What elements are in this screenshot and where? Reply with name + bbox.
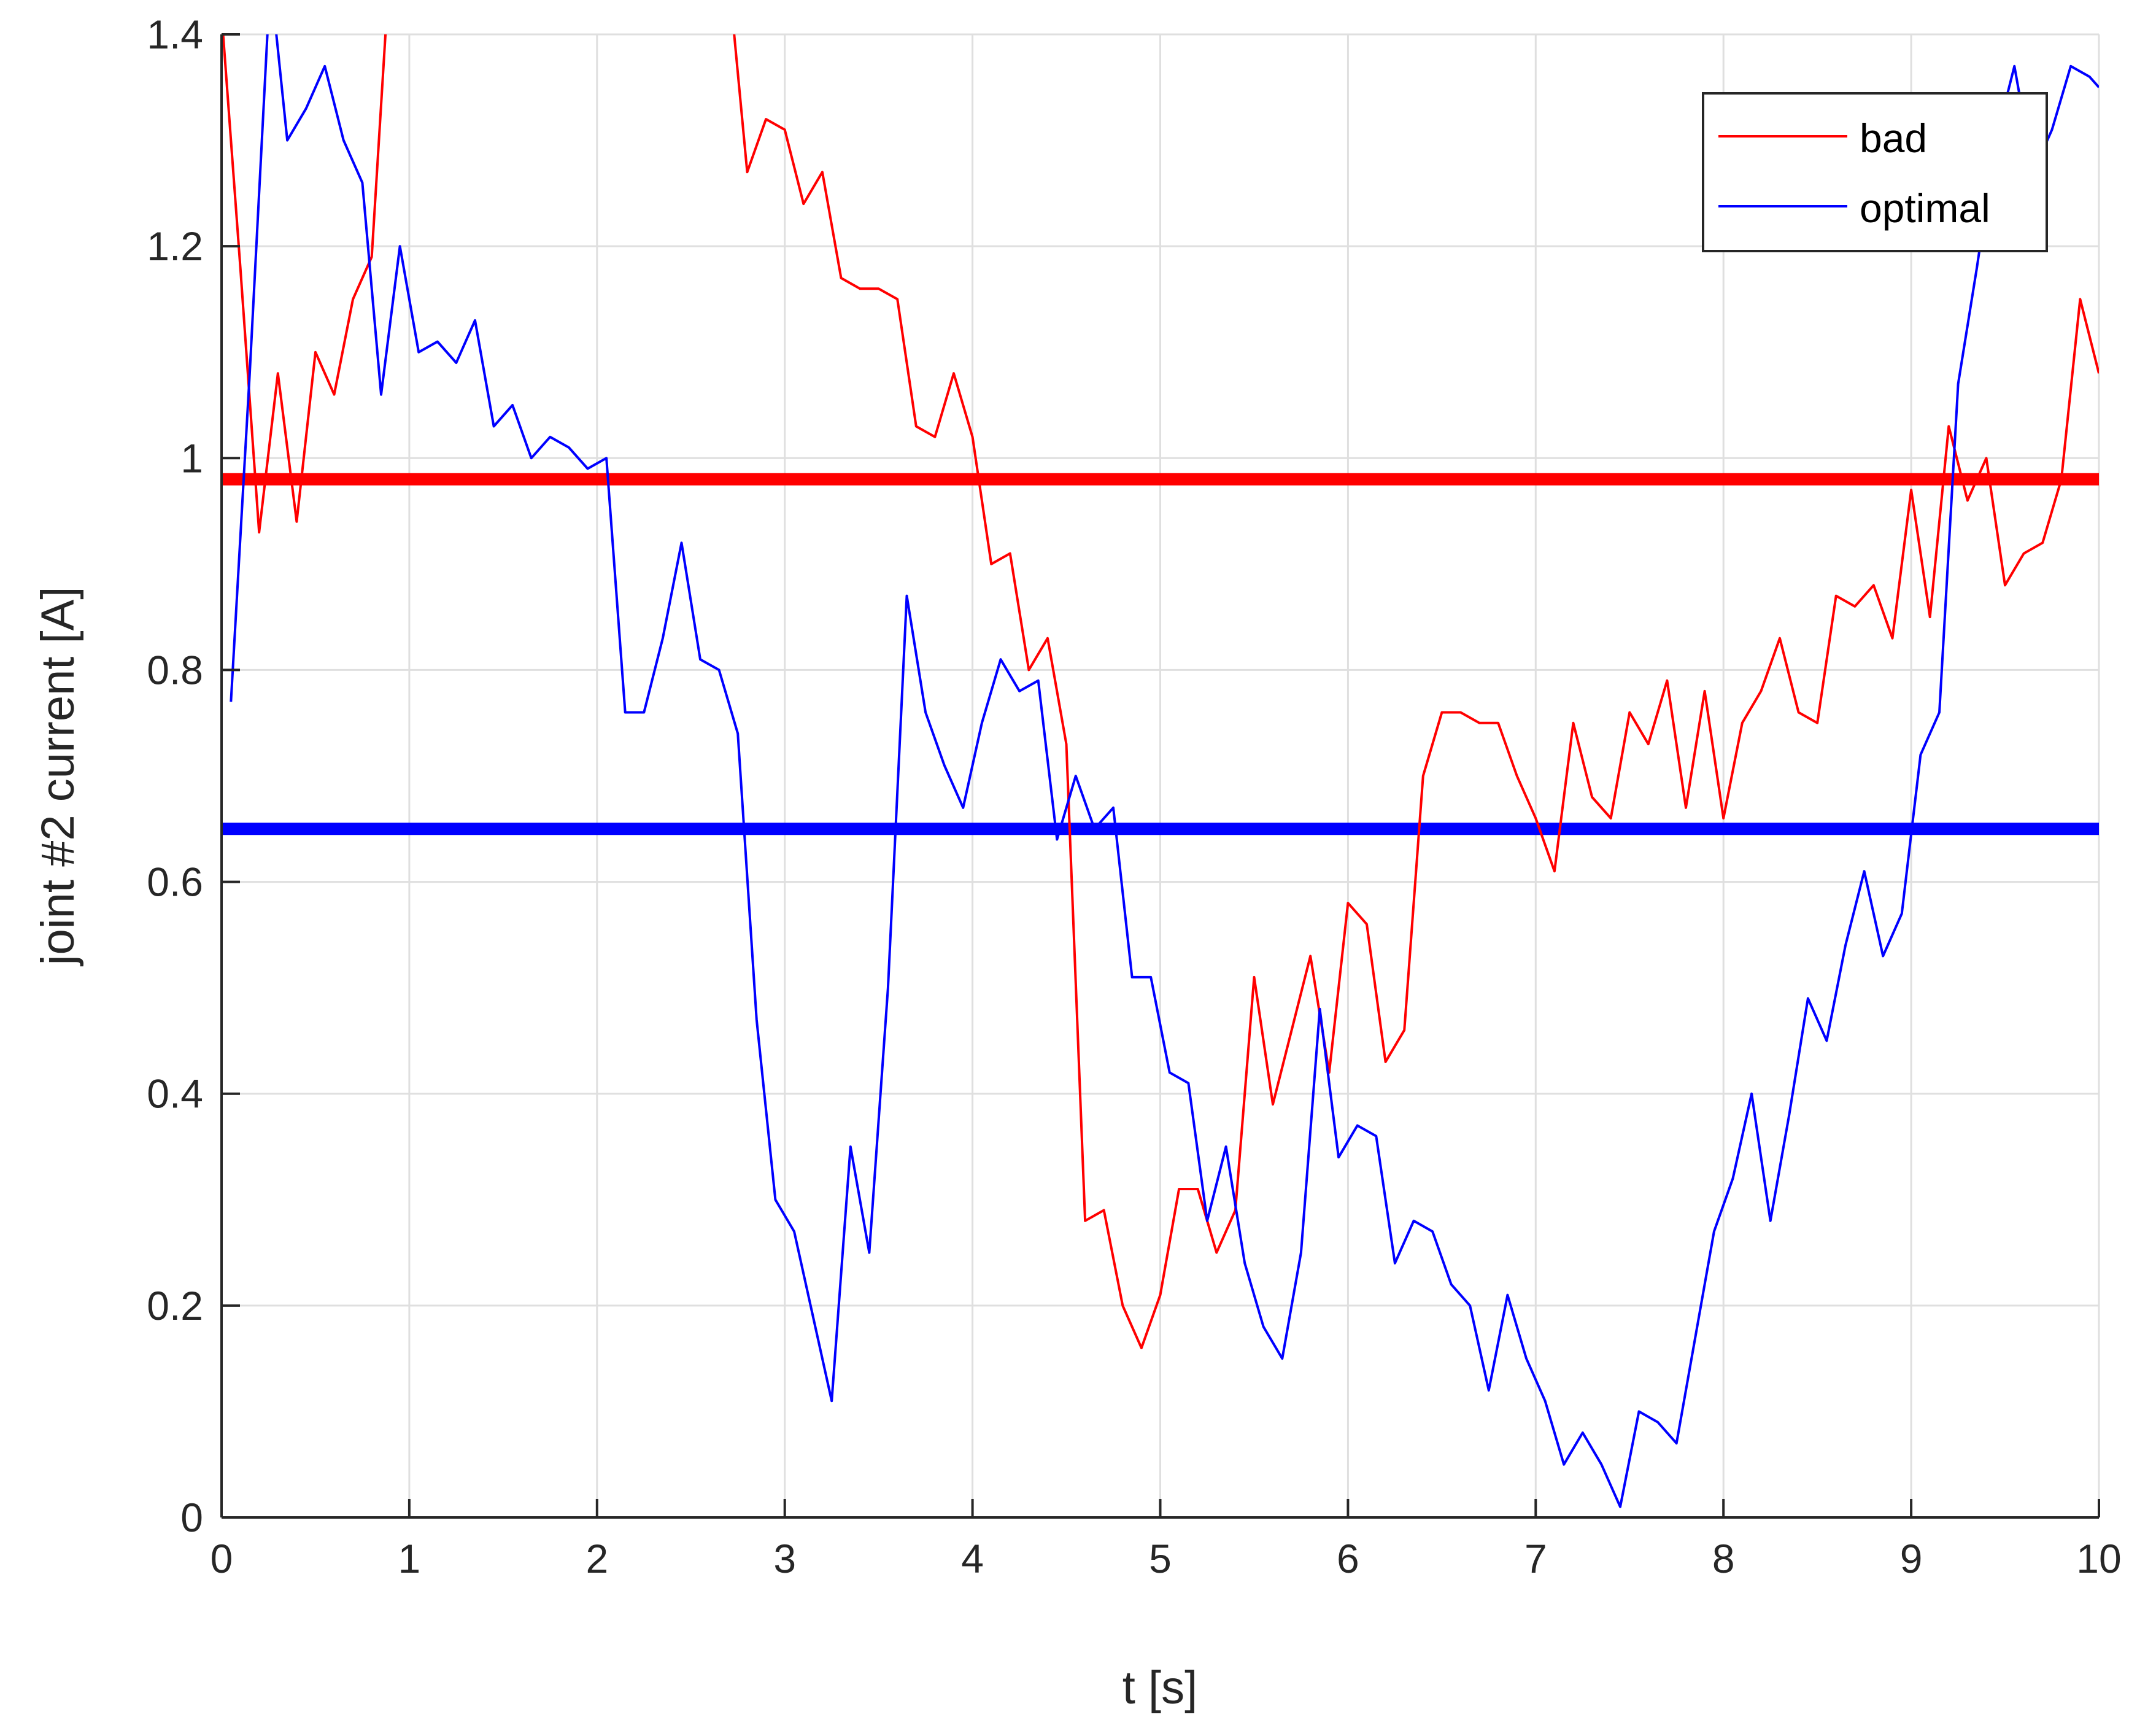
legend-label-bad: bad	[1860, 115, 1927, 161]
y-tick-label-5: 1	[180, 435, 203, 481]
axes	[220, 33, 2100, 1519]
y-tick-labels: 0 0.2 0.4 0.6 0.8 1 1.2 1.4	[147, 12, 203, 1540]
x-tick-label-8: 8	[1712, 1536, 1735, 1581]
x-axis-label: t [s]	[1122, 1662, 1197, 1714]
x-tick-label-0: 0	[211, 1536, 233, 1581]
x-tick-label-10: 10	[2076, 1536, 2121, 1581]
x-tick-label-2: 2	[585, 1536, 608, 1581]
legend-label-optimal: optimal	[1860, 185, 1990, 231]
y-tick-label-0: 0	[180, 1495, 203, 1540]
x-tick-label-7: 7	[1524, 1536, 1547, 1581]
x-tick-label-1: 1	[398, 1536, 421, 1581]
y-tick-label-4: 0.8	[147, 647, 203, 692]
y-tick-label-7: 1.4	[147, 12, 203, 57]
x-tick-label-9: 9	[1900, 1536, 1923, 1581]
reference-lines	[222, 473, 2099, 835]
y-tick-label-1: 0.2	[147, 1283, 203, 1328]
y-axis-label: joint #2 current [A]	[32, 587, 84, 967]
x-tick-label-6: 6	[1337, 1536, 1359, 1581]
y-tick-label-6: 1.2	[147, 223, 203, 269]
legend-box	[1702, 92, 2048, 252]
grid-lines	[220, 33, 2100, 1519]
y-tick-label-3: 0.6	[147, 859, 203, 905]
series-line-optimal	[230, 34, 2099, 1508]
x-tick-labels: 0 1 2 3 4 5 6 7 8 9 10	[211, 1536, 2122, 1581]
legend: bad optimal	[1702, 92, 2048, 252]
x-tick-label-5: 5	[1149, 1536, 1172, 1581]
x-tick-label-3: 3	[773, 1536, 796, 1581]
x-tick-label-4: 4	[961, 1536, 984, 1581]
data-series	[222, 34, 2099, 1508]
y-tick-label-2: 0.4	[147, 1071, 203, 1117]
